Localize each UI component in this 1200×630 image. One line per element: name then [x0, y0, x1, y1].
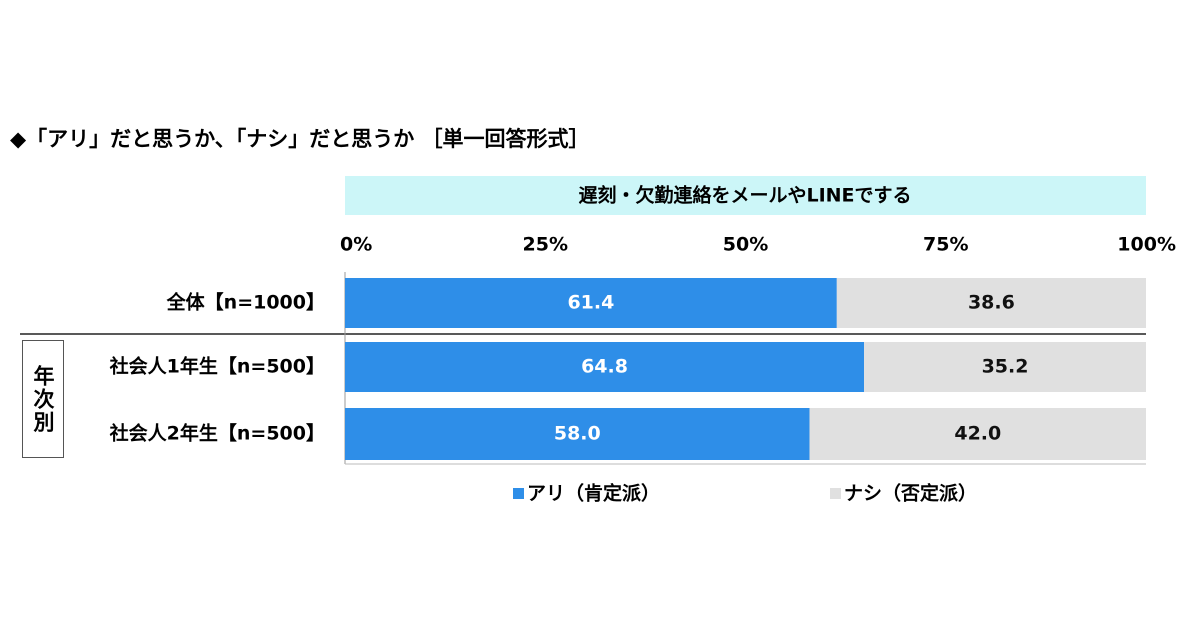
x-tick-label: 100%: [1117, 234, 1176, 256]
chart-title: ◆「アリ」だと思うか、「ナシ」だと思うか ［単一回答形式］: [10, 127, 590, 151]
y-tick-label: 社会人2年生【n=500】: [109, 422, 325, 445]
value-label: 35.2: [982, 356, 1029, 378]
value-label: 61.4: [567, 292, 614, 314]
group-label: 年次別: [22, 340, 64, 458]
x-tick-label: 50%: [723, 234, 768, 256]
bar-segment: [345, 342, 865, 392]
x-tick-label: 0%: [340, 234, 372, 256]
value-label: 64.8: [581, 356, 628, 378]
legend-label: アリ（肯定派）: [527, 482, 660, 505]
bar-segment: [809, 408, 1146, 460]
y-tick-label: 全体【n=1000】: [166, 291, 325, 314]
x-tick-label: 25%: [523, 234, 568, 256]
x-tick-label: 75%: [923, 234, 968, 256]
value-label: 42.0: [954, 423, 1001, 445]
value-label: 58.0: [554, 423, 601, 445]
header-band: [345, 176, 1146, 215]
bar-segment: [864, 342, 1146, 392]
value-label: 38.6: [968, 292, 1015, 314]
legend-swatch: [513, 488, 524, 499]
legend-label: ナシ（否定派）: [844, 482, 977, 505]
chart-subtitle: 遅刻・欠勤連絡をメールやLINEでする: [578, 184, 911, 207]
bar-segment: [345, 408, 810, 460]
legend-swatch: [830, 488, 841, 499]
bar-segment: [345, 278, 837, 328]
bar-segment: [836, 278, 1146, 328]
y-tick-label: 社会人1年生【n=500】: [109, 355, 325, 378]
